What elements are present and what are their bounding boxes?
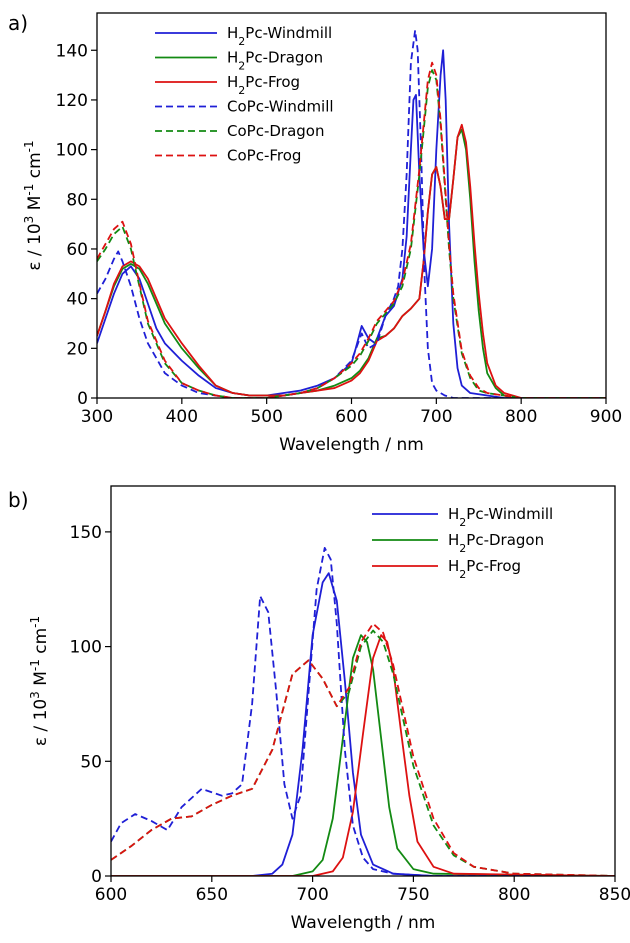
series-lines xyxy=(97,29,606,398)
series-line-h2pc-windmill xyxy=(111,572,615,876)
x-tick-label: 800 xyxy=(498,885,530,905)
y-tick-label: 60 xyxy=(66,240,88,260)
legend-label: H2Pc-Windmill xyxy=(448,505,553,529)
x-axis-label: Wavelength / nm xyxy=(291,913,436,933)
legend-label: H2Pc-Windmill xyxy=(227,24,332,48)
legend-label: H2Pc-Dragon xyxy=(227,49,323,73)
y-tick-label: 120 xyxy=(56,91,88,111)
x-tick-label: 400 xyxy=(166,407,198,427)
panel-label: b) xyxy=(8,488,29,512)
y-axis-label: ε / 103 M-1 cm-1 xyxy=(28,616,51,746)
x-tick-label: 900 xyxy=(590,407,622,427)
x-tick-label: 600 xyxy=(335,407,367,427)
y-tick-label: 40 xyxy=(66,290,88,310)
x-tick-label: 700 xyxy=(296,885,328,905)
y-axis-label: ε / 103 M-1 cm-1 xyxy=(22,140,45,270)
series-line-copc-windmill xyxy=(111,547,615,876)
chart-panel-1: a) 300 400 500 600 700 800 900 0 20 40 60 80 100 120 14… xyxy=(8,11,622,455)
x-tick-label: 700 xyxy=(420,407,452,427)
series-line-copc-windmill xyxy=(97,29,606,398)
y-tick-label: 100 xyxy=(56,141,88,161)
legend-label: H2Pc-Frog xyxy=(448,557,521,581)
y-tick-label: 100 xyxy=(70,638,102,658)
y-tick-label: 150 xyxy=(70,523,102,543)
axes-frame xyxy=(96,12,607,399)
y-tick-label: 0 xyxy=(91,867,102,887)
x-tick-label: 800 xyxy=(505,407,537,427)
panel-label: a) xyxy=(8,11,28,35)
axes-frame xyxy=(110,485,616,877)
series-line-h2pc-frog xyxy=(97,123,606,398)
x-tick-label: 850 xyxy=(599,885,630,905)
legend-label: H2Pc-Dragon xyxy=(448,531,544,555)
series-line-h2pc-dragon xyxy=(97,128,606,398)
x-tick-label: 750 xyxy=(397,885,429,905)
y-tick-label: 140 xyxy=(56,41,88,61)
series-lines xyxy=(111,547,615,876)
series-line-h2pc-windmill xyxy=(97,49,606,398)
chart-panel-2: b) 600 650 700 750 800 850 0 50 100 150 Wavelength … xyxy=(8,485,630,933)
legend-label: CoPc-Frog xyxy=(227,147,301,165)
series-line-copc-frog xyxy=(111,622,615,876)
x-tick-label: 500 xyxy=(250,407,282,427)
x-tick-label: 600 xyxy=(95,885,127,905)
x-axis-label: Wavelength / nm xyxy=(279,435,424,455)
series-line-copc-frog xyxy=(97,61,606,398)
legend-label: H2Pc-Frog xyxy=(227,73,300,97)
legend-label: CoPc-Dragon xyxy=(227,122,324,140)
y-tick-label: 80 xyxy=(66,190,88,210)
x-tick-label: 650 xyxy=(196,885,228,905)
y-tick-label: 20 xyxy=(66,339,88,359)
x-tick-label: 300 xyxy=(81,407,113,427)
y-tick-label: 50 xyxy=(80,752,102,772)
legend: H2Pc-WindmillH2Pc-DragonH2Pc-FrogCoPc-Wi… xyxy=(155,24,334,165)
y-tick-label: 0 xyxy=(77,389,88,409)
legend-label: CoPc-Windmill xyxy=(227,98,334,116)
series-line-copc-dragon xyxy=(97,69,606,398)
